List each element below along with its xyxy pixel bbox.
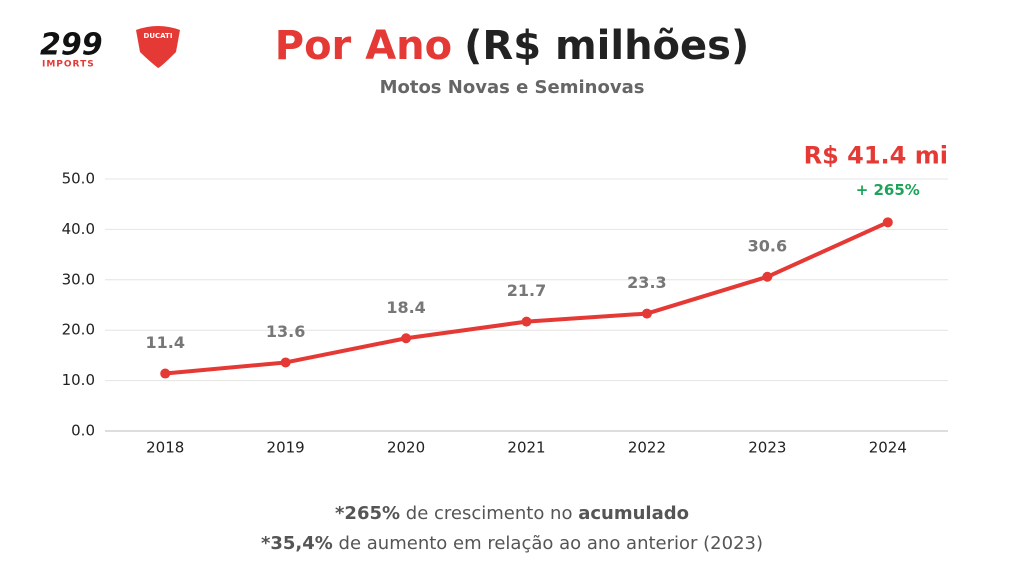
footnote-part: de aumento em relação ao ano anterior (2… [333,533,763,554]
chart-subtitle: Motos Novas e Seminovas [380,77,645,98]
value-label: 13.6 [266,322,305,341]
x-tick-label: 2023 [748,439,786,457]
footnote-line: *265% de crescimento no acumulado [335,503,689,524]
value-label: R$ 41.4 mi [804,141,948,169]
y-tick-label: 30.0 [62,270,95,288]
title-highlight: Por Ano [275,23,452,69]
title-rest: (R$ milhões) [464,23,749,69]
x-tick-label: 2022 [628,439,666,457]
partner-shield [136,26,180,68]
value-label: 18.4 [386,298,425,317]
data-point [641,308,652,319]
y-tick-label: 0.0 [71,422,95,440]
x-tick-label: 2019 [267,439,305,457]
data-point [882,217,893,228]
footnote-part: de crescimento no [400,503,578,524]
y-tick-label: 10.0 [62,371,95,389]
y-tick-label: 50.0 [62,170,95,188]
annotation: + 265% [856,181,920,199]
x-tick-label: 2024 [869,439,907,457]
x-tick-label: 2021 [507,439,545,457]
x-tick-label: 2018 [146,439,184,457]
y-tick-label: 40.0 [62,220,95,238]
logo-partner: DUCATI [144,32,173,40]
value-label: 30.6 [748,236,787,255]
data-point [280,357,291,368]
data-point [521,316,532,327]
logo-sub: IMPORTS [42,60,95,70]
value-label: 21.7 [507,281,546,300]
y-tick-label: 20.0 [62,321,95,339]
footnote-part: *265% [335,503,400,524]
value-label: 11.4 [145,333,184,352]
chart-title: Por Ano (R$ milhões) [275,23,750,69]
footnote-part: acumulado [578,503,689,524]
footnote-part: *35,4% [261,533,333,554]
data-point [160,368,171,379]
value-label: 23.3 [627,273,666,292]
logo-brand: 299 [40,28,103,63]
data-point [401,333,412,344]
logo: 299 IMPORTS DUCATI [40,26,180,70]
footnote-line: *35,4% de aumento em relação ao ano ante… [261,533,763,554]
data-point [762,271,773,282]
x-tick-label: 2020 [387,439,425,457]
